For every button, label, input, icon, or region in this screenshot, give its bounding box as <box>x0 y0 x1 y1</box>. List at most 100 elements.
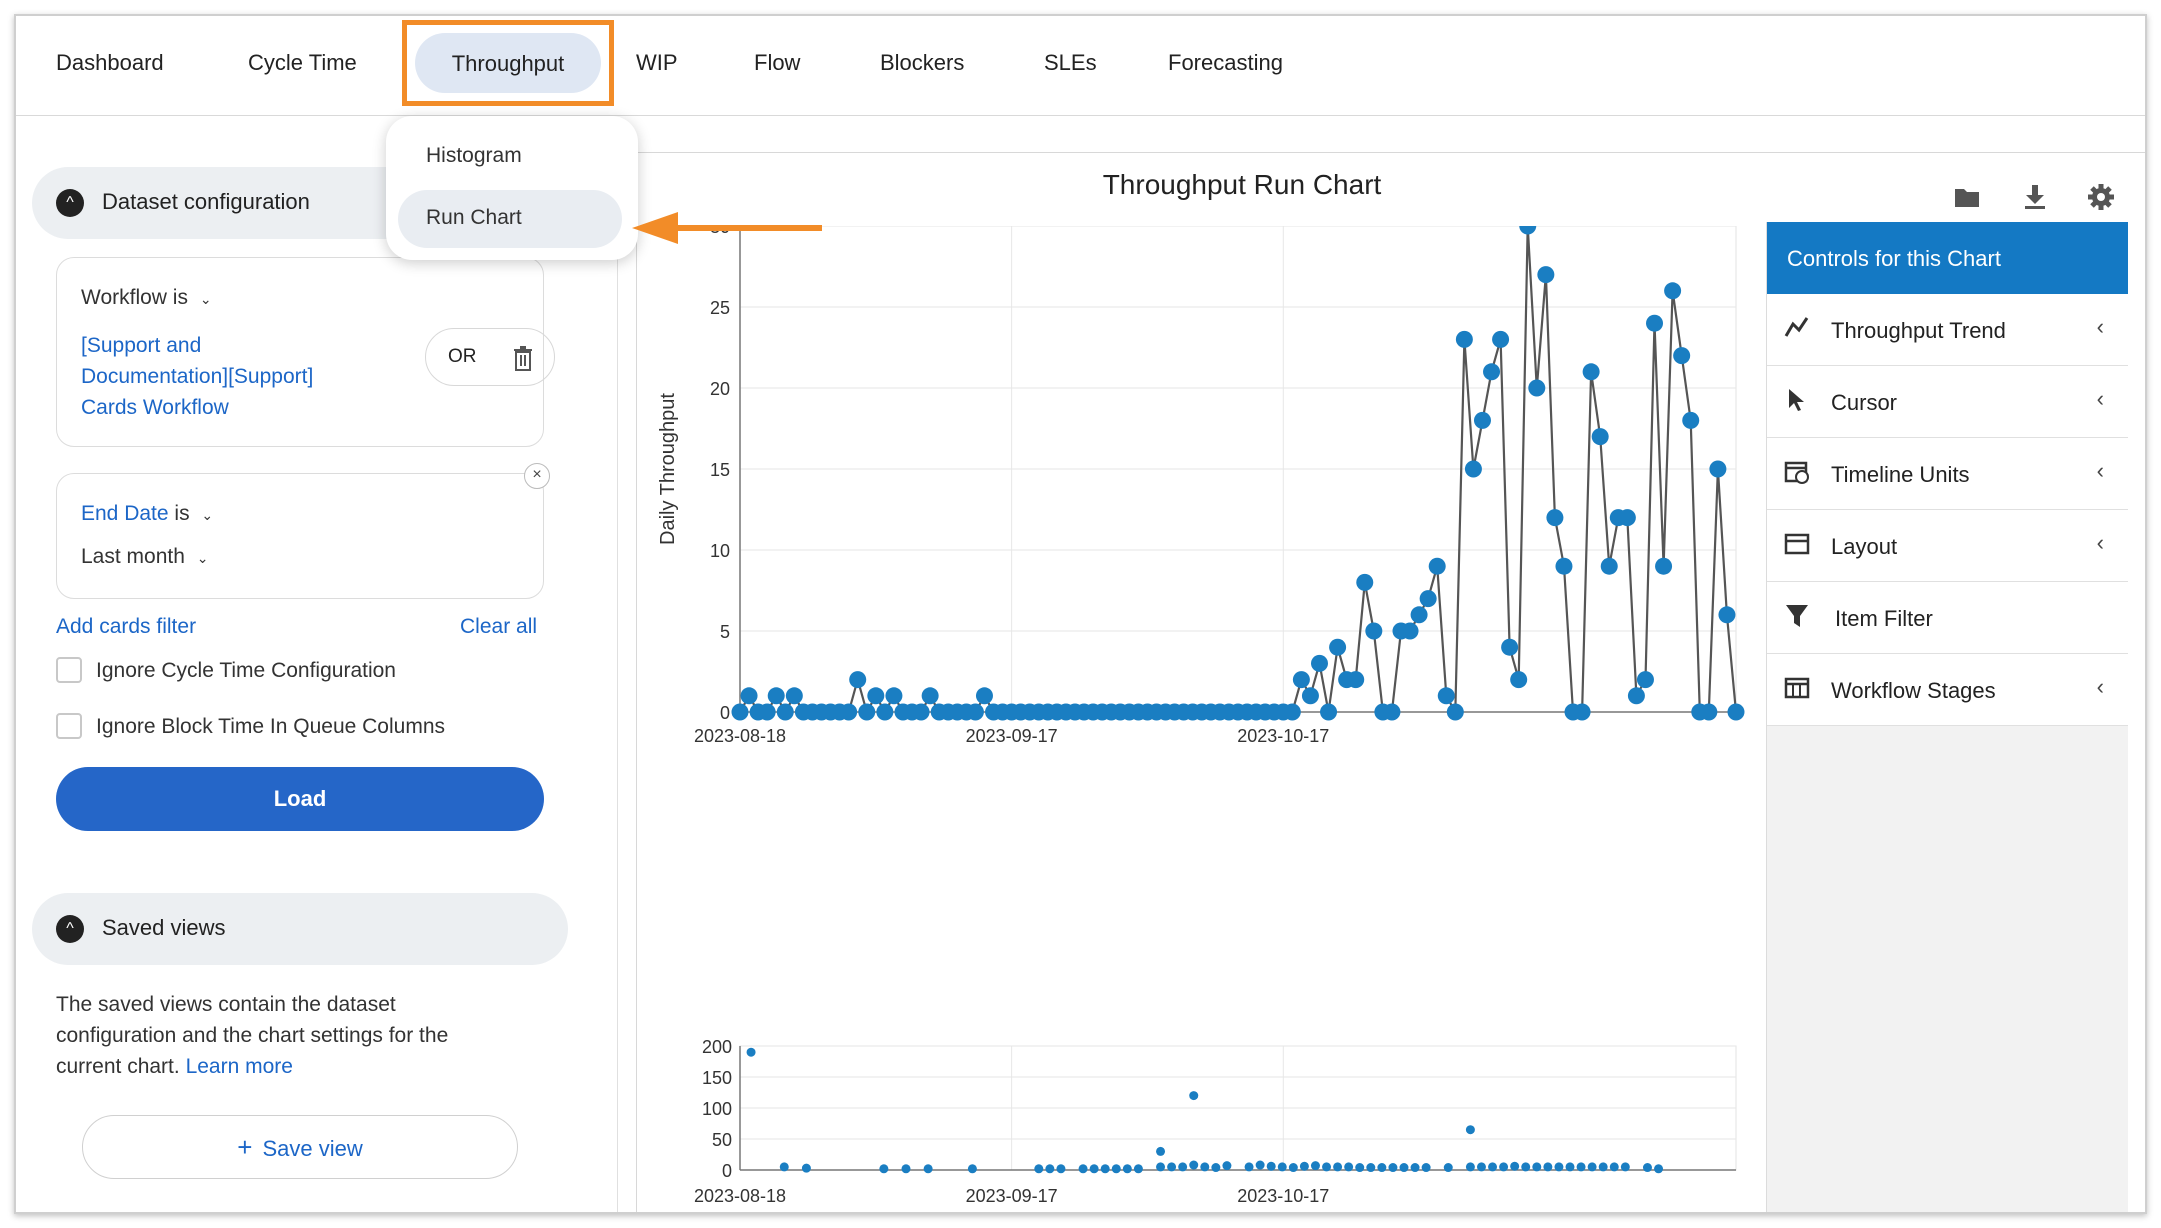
tab-wip[interactable]: WIP <box>636 50 678 75</box>
control-label: Cursor <box>1831 390 1898 415</box>
ignore-block-time-checkbox[interactable] <box>56 713 82 739</box>
control-timeline-units[interactable]: Timeline Units ‹ <box>1767 438 2128 510</box>
y-tick-label: 30 <box>710 226 730 237</box>
data-point <box>1437 687 1455 705</box>
tab-forecasting[interactable]: Forecasting <box>1168 50 1283 75</box>
overview-point <box>1288 1163 1298 1173</box>
description-line: current chart. <box>56 1055 180 1078</box>
throughput-run-chart[interactable]: 0 5 10 15 20 25 30 2023-08-18 2023-09-17 2023-10-… <box>636 226 1766 1006</box>
data-point <box>1573 703 1591 721</box>
data-point <box>1320 703 1338 721</box>
overview-point <box>1222 1161 1232 1171</box>
overview-point <box>1333 1162 1343 1172</box>
close-icon[interactable]: × <box>524 463 550 489</box>
tab-sles[interactable]: SLEs <box>1044 50 1097 75</box>
chart-panel: Throughput Run Chart <box>636 152 2145 1212</box>
load-button[interactable]: Load <box>56 767 544 831</box>
tab-throughput[interactable]: Throughput <box>415 33 601 93</box>
overview-point <box>1488 1162 1498 1172</box>
overview-point <box>1421 1163 1431 1173</box>
chevron-left-icon: ‹ <box>2096 530 2104 555</box>
data-point <box>1419 590 1437 608</box>
chevron-up-icon: ^ <box>56 915 84 943</box>
saved-views-header[interactable]: ^ Saved views <box>32 893 568 965</box>
overview-y-tick-label: 100 <box>702 1099 732 1119</box>
overview-point <box>1543 1162 1553 1172</box>
save-view-button[interactable]: + Save view <box>82 1115 518 1179</box>
y-tick-label: 5 <box>720 622 730 642</box>
data-point <box>740 687 758 705</box>
folder-icon[interactable] <box>1953 183 1981 211</box>
overview-point <box>1465 1125 1475 1135</box>
overview-point <box>1133 1164 1143 1174</box>
control-workflow-stages[interactable]: Workflow Stages ‹ <box>1767 654 2128 726</box>
tab-flow[interactable]: Flow <box>754 50 801 75</box>
overview-point <box>1576 1162 1586 1172</box>
workflow-label[interactable]: Workflow is ⌄ <box>81 286 212 310</box>
data-point <box>758 703 776 721</box>
end-date-label[interactable]: End Date is ⌄ <box>81 502 213 526</box>
overview-point <box>1521 1162 1531 1172</box>
data-point <box>1655 557 1673 575</box>
data-point <box>1591 428 1609 446</box>
control-label: Throughput Trend <box>1831 318 2006 343</box>
overview-point <box>1642 1163 1652 1173</box>
saved-views-description: The saved views contain the dataset conf… <box>56 989 448 1082</box>
ignore-cycle-time-checkbox[interactable] <box>56 657 82 683</box>
data-point <box>1528 379 1546 397</box>
tab-cycle-time[interactable]: Cycle Time <box>248 50 357 75</box>
download-icon[interactable] <box>2021 183 2049 211</box>
x-tick-label: 2023-08-18 <box>694 726 786 746</box>
data-point <box>1356 573 1374 591</box>
app-window: Dashboard Cycle Time Throughput WIP Flow… <box>14 14 2147 1214</box>
chevron-down-icon: ⌄ <box>196 550 209 566</box>
data-point <box>1501 638 1519 656</box>
overview-point <box>1244 1162 1254 1172</box>
workflow-value[interactable]: [Support and Documentation][Support] Car… <box>81 330 313 423</box>
trend-icon <box>1784 317 1809 337</box>
overview-point <box>1322 1162 1332 1172</box>
workflow-value-line: [Support and <box>81 334 202 357</box>
data-point <box>921 687 939 705</box>
overview-point <box>1034 1164 1044 1174</box>
overview-point <box>1399 1163 1409 1173</box>
data-point <box>840 703 858 721</box>
control-item-filter[interactable]: Item Filter <box>1767 582 2128 654</box>
clear-all-link[interactable]: Clear all <box>460 615 538 638</box>
overview-point <box>1554 1162 1564 1172</box>
throughput-overview-chart[interactable]: 0 50 100 150 200 2023-08-18 2023-09-17 2023-10-… <box>636 1026 1766 1214</box>
overview-point <box>1499 1162 1509 1172</box>
data-point <box>1537 266 1555 284</box>
data-point <box>1555 557 1573 575</box>
data-point <box>1546 509 1564 527</box>
overview-point <box>1465 1162 1475 1172</box>
end-date-filter-card: End Date is ⌄ Last month ⌄ <box>56 473 544 599</box>
end-date-operator: is <box>174 502 190 525</box>
ignore-block-time-label: Ignore Block Time In Queue Columns <box>96 715 446 738</box>
data-point <box>1700 703 1718 721</box>
tab-throughput-highlight: Throughput <box>402 20 614 106</box>
data-point <box>767 687 785 705</box>
or-button[interactable]: OR <box>425 328 555 386</box>
learn-more-link[interactable]: Learn more <box>185 1055 293 1078</box>
overview-point <box>1189 1091 1199 1101</box>
highlight-arrow-icon <box>632 212 822 244</box>
menu-item-histogram[interactable]: Histogram <box>426 144 522 167</box>
tab-dashboard[interactable]: Dashboard <box>56 50 164 75</box>
or-label: OR <box>448 346 477 367</box>
control-throughput-trend[interactable]: Throughput Trend ‹ <box>1767 294 2128 366</box>
control-cursor[interactable]: Cursor ‹ <box>1767 366 2128 438</box>
description-line: The saved views contain the dataset <box>56 993 396 1016</box>
data-point <box>1492 330 1510 348</box>
tab-blockers[interactable]: Blockers <box>880 50 965 75</box>
data-point <box>1329 638 1347 656</box>
data-point <box>1673 347 1691 365</box>
gear-icon[interactable] <box>2087 183 2115 211</box>
y-tick-label: 15 <box>710 460 730 480</box>
end-date-value[interactable]: Last month ⌄ <box>81 545 208 569</box>
end-date-field: End Date <box>81 502 169 525</box>
menu-item-run-chart[interactable]: Run Chart <box>398 190 622 248</box>
trash-icon[interactable] <box>512 345 534 371</box>
add-cards-filter-link[interactable]: Add cards filter <box>56 615 197 638</box>
control-layout[interactable]: Layout ‹ <box>1767 510 2128 582</box>
